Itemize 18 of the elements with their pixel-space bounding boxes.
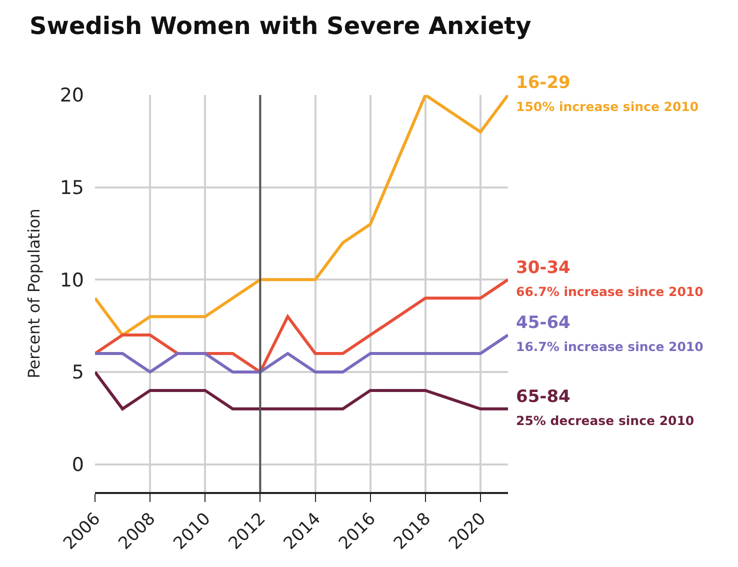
series-label: 45-64: [516, 313, 571, 333]
line-series: [95, 278, 508, 374]
series-label: 65-84: [516, 387, 571, 407]
text: 25% decrease since 2010: [516, 413, 694, 428]
y-tick-label: 10: [60, 269, 84, 292]
series-label: 30-34: [516, 258, 571, 278]
y-axis-title: Percent of Population: [24, 208, 44, 378]
series-label: 16-29: [516, 73, 570, 93]
y-tick-label: 20: [60, 84, 84, 107]
y-tick-label: 15: [60, 176, 84, 199]
y-tick-label: 5: [72, 362, 84, 384]
line-series: [95, 370, 508, 410]
chart-title: Swedish Women with Severe Anxiety: [30, 12, 532, 40]
line-series: [95, 95, 508, 337]
text: 16.7% increase since 2010: [516, 339, 704, 354]
text: 66.7% increase since 2010: [516, 284, 704, 299]
text: 150% increase since 2010: [516, 99, 699, 114]
y-tick-label: 0: [72, 454, 84, 476]
